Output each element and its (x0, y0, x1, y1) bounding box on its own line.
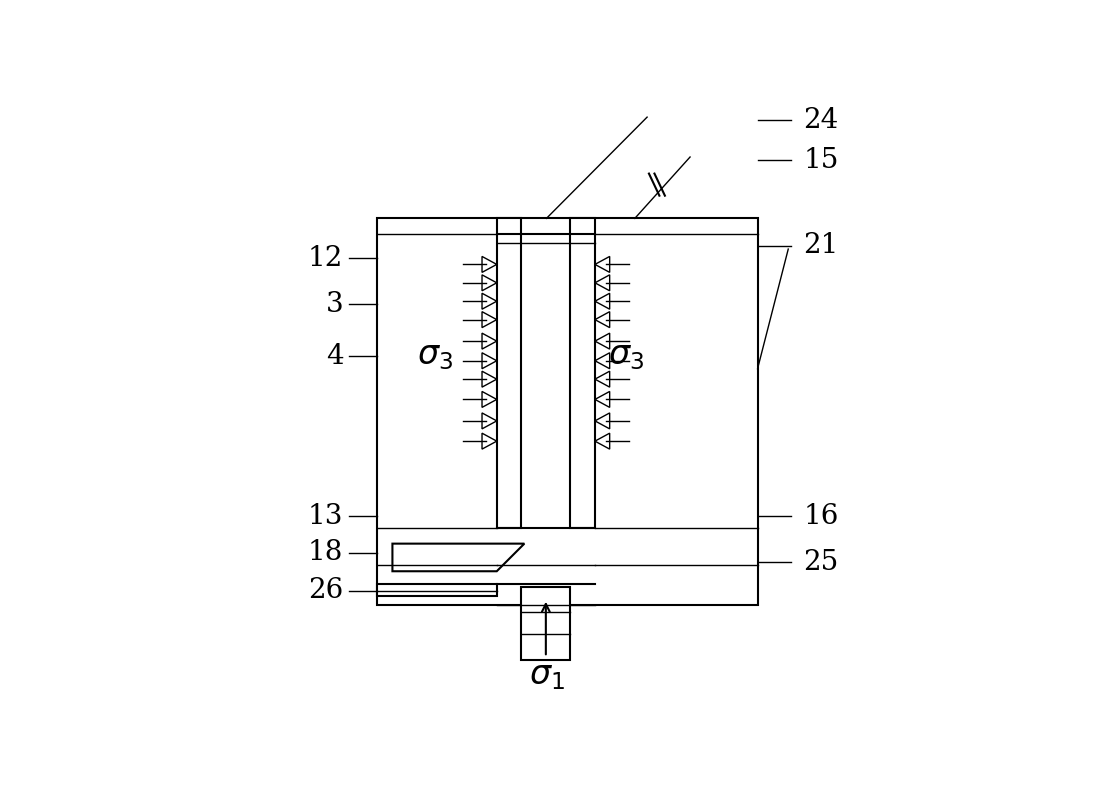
Bar (377, 583, 497, 596)
Bar (377, 218, 758, 605)
Text: 4: 4 (325, 343, 344, 370)
Text: 21: 21 (804, 233, 839, 260)
Polygon shape (595, 434, 610, 450)
Text: 24: 24 (804, 107, 839, 134)
Polygon shape (595, 275, 610, 291)
Text: $\sigma_3$: $\sigma_3$ (417, 340, 453, 372)
Polygon shape (482, 257, 497, 273)
Bar (570, 218, 595, 528)
Polygon shape (482, 371, 497, 387)
Polygon shape (595, 257, 610, 273)
Polygon shape (482, 353, 497, 369)
Polygon shape (482, 434, 497, 450)
Bar (497, 218, 521, 528)
Polygon shape (482, 293, 497, 309)
Polygon shape (392, 544, 525, 571)
Text: 26: 26 (308, 577, 344, 604)
Polygon shape (595, 371, 610, 387)
Text: $\sigma_3$: $\sigma_3$ (608, 340, 644, 372)
Polygon shape (595, 293, 610, 309)
Text: 13: 13 (308, 503, 344, 529)
Polygon shape (595, 413, 610, 429)
Polygon shape (482, 333, 497, 349)
Text: 3: 3 (325, 291, 344, 318)
Polygon shape (595, 353, 610, 369)
Polygon shape (595, 391, 610, 407)
Text: 15: 15 (804, 147, 839, 174)
Polygon shape (482, 413, 497, 429)
Polygon shape (595, 312, 610, 328)
Polygon shape (595, 333, 610, 349)
Polygon shape (482, 275, 497, 291)
Text: 12: 12 (308, 245, 344, 272)
Polygon shape (482, 312, 497, 328)
Text: $\sigma_1$: $\sigma_1$ (529, 660, 564, 692)
Text: 18: 18 (308, 540, 344, 567)
Text: 25: 25 (804, 548, 839, 575)
Bar (521, 587, 570, 660)
Polygon shape (482, 391, 497, 407)
Text: 16: 16 (804, 503, 839, 529)
